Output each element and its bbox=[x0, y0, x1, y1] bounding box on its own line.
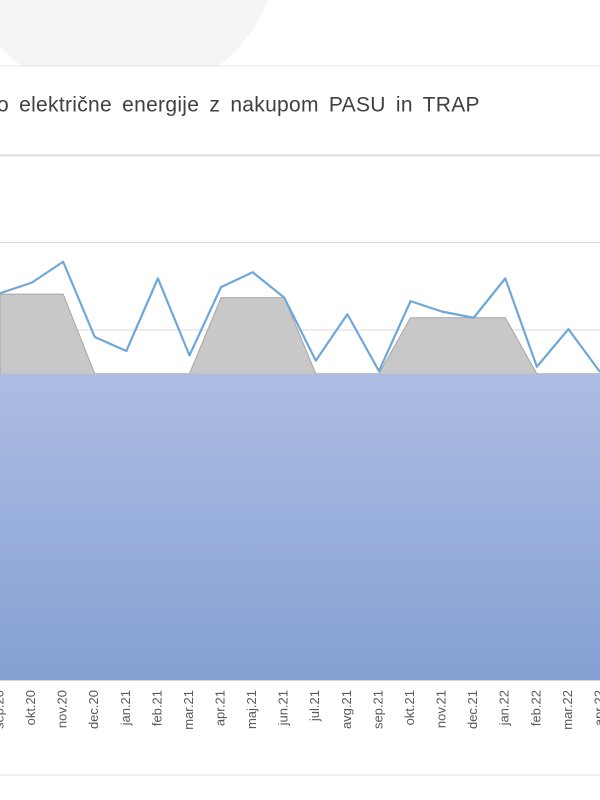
x-tick-label: okt.21 bbox=[402, 690, 417, 725]
x-tick-label: avg.21 bbox=[339, 690, 354, 729]
x-tick-label: jan.21 bbox=[118, 690, 133, 726]
x-tick-label: sep.20 bbox=[0, 690, 6, 729]
x-tick-label: jan.22 bbox=[497, 690, 512, 726]
chart-title: o električne energije z nakupom PASU in … bbox=[0, 94, 480, 117]
x-tick-label: jul.21 bbox=[307, 690, 322, 722]
x-tick-label: feb.22 bbox=[528, 690, 543, 726]
x-tick-label: okt.20 bbox=[23, 690, 38, 725]
x-tick-label: apr.22 bbox=[591, 690, 600, 726]
x-tick-label: nov.20 bbox=[55, 690, 70, 728]
line bbox=[0, 260, 600, 373]
x-tick-label: jun.21 bbox=[276, 690, 291, 726]
x-tick-label: mar.22 bbox=[560, 690, 575, 730]
area bbox=[0, 373, 600, 680]
x-tick-label: dec.20 bbox=[86, 690, 101, 729]
x-tick-label: mar.21 bbox=[181, 690, 196, 730]
x-tick-label: sep.21 bbox=[370, 690, 385, 729]
x-tick-label: feb.21 bbox=[149, 690, 164, 726]
x-tick-label: apr.21 bbox=[212, 690, 227, 726]
x-tick-label: dec.21 bbox=[465, 690, 480, 729]
x-tick-label: maj.21 bbox=[244, 690, 259, 729]
x-tick-label: nov.21 bbox=[434, 690, 449, 728]
title-box bbox=[0, 65, 600, 157]
